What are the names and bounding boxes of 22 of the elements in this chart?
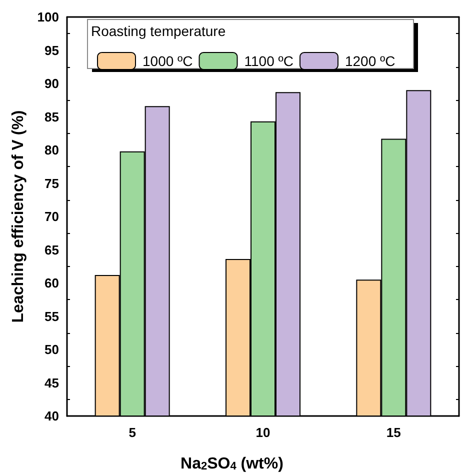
y-tick-label: 85 <box>44 109 59 124</box>
y-tick-label: 90 <box>44 76 59 91</box>
y-tick-label: 60 <box>44 276 59 290</box>
y-tick-label: 95 <box>44 42 59 58</box>
y-tick-label: 75 <box>44 176 59 191</box>
y-axis-title: Leaching efficiency of V (%) <box>10 110 27 323</box>
legend-title: Roasting temperature <box>91 23 226 39</box>
legend-label: 1000 ºC <box>142 53 193 69</box>
y-tick-label: 100 <box>37 10 59 24</box>
y-tick-label: 50 <box>44 342 59 357</box>
y-tick-label: 80 <box>44 142 59 158</box>
x-tick-label: 5 <box>128 425 136 440</box>
legend-label: 1100 ºC <box>244 53 294 69</box>
y-tick-label: 65 <box>44 242 59 258</box>
x-tick-label: 15 <box>386 425 401 440</box>
x-tick-label: 10 <box>256 425 270 440</box>
y-tick-label: 45 <box>44 375 59 390</box>
y-tick-label: 70 <box>44 209 59 224</box>
legend-label: 1200 ºC <box>344 53 396 69</box>
y-tick-label: 40 <box>44 408 59 424</box>
y-tick-label: 55 <box>44 308 59 324</box>
x-axis-title: Na2SO4 (wt%) <box>180 456 284 472</box>
